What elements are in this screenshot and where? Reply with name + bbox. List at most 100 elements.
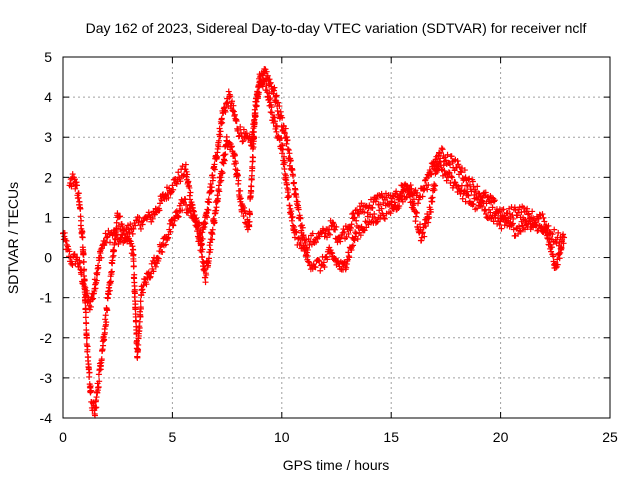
y-tick-label: 5 xyxy=(44,49,52,65)
data-point-trace xyxy=(209,226,216,233)
data-point-trace xyxy=(206,242,213,249)
data-point-trace xyxy=(218,177,225,184)
data-point-trace xyxy=(214,192,221,199)
data-point-trace xyxy=(520,204,527,211)
data-point-trace xyxy=(315,257,322,264)
data-point-trace xyxy=(537,225,544,232)
data-point-trace xyxy=(449,174,456,181)
data-point-trace xyxy=(215,195,222,202)
data-point-trace xyxy=(495,209,502,216)
data-point-trace xyxy=(107,278,114,285)
data-point-trace xyxy=(437,149,444,156)
data-point-trace xyxy=(190,208,197,215)
data-point-trace xyxy=(186,184,193,191)
data-point-trace xyxy=(465,192,472,199)
data-point xyxy=(313,234,320,241)
data-point-trace xyxy=(221,157,228,164)
data-point-trace xyxy=(179,207,186,214)
data-point-trace xyxy=(309,230,316,237)
data-point-trace xyxy=(148,260,155,267)
data-point-trace xyxy=(510,215,517,222)
ticks: 0 5 10 15 20 25 -4 -3 -2 -1 0 1 2 3 4 5 xyxy=(40,49,618,445)
data-point-trace xyxy=(190,215,197,222)
y-tick-label: -1 xyxy=(40,290,53,306)
data-point-trace xyxy=(159,248,166,255)
data-point-trace xyxy=(286,150,293,157)
data-point-trace xyxy=(286,193,293,200)
data-point-trace xyxy=(488,199,495,206)
data-point-trace xyxy=(248,183,255,190)
data-point-trace xyxy=(130,251,137,258)
data-point-trace xyxy=(199,246,206,253)
data-point-trace xyxy=(82,314,89,321)
data-point-trace xyxy=(447,161,454,168)
data-point-trace xyxy=(98,356,105,363)
data-point-trace xyxy=(95,264,102,271)
data-point-trace xyxy=(300,232,307,239)
data-point-trace xyxy=(211,161,218,168)
data-point-trace xyxy=(175,169,182,176)
data-point-trace xyxy=(226,139,233,146)
data-point-trace xyxy=(358,223,365,230)
data-point-trace xyxy=(237,129,244,136)
data-point-trace xyxy=(457,168,464,175)
x-axis-label: GPS time / hours xyxy=(283,457,390,473)
x-tick-label: 5 xyxy=(169,429,177,445)
data-point-trace xyxy=(80,259,87,266)
data-point-trace xyxy=(445,169,452,176)
data-point-trace xyxy=(470,201,477,208)
data-point-trace xyxy=(268,104,275,111)
data-point-trace xyxy=(92,404,99,411)
data-point-trace xyxy=(101,329,108,336)
data-point-trace xyxy=(201,219,208,226)
data-point-trace xyxy=(483,200,490,207)
data-point-trace xyxy=(426,214,433,221)
chart-title: Day 162 of 2023, Sidereal Day-to-day VTE… xyxy=(86,20,587,36)
data-point-trace xyxy=(419,229,426,236)
data-point-trace xyxy=(211,166,218,173)
data-point-trace xyxy=(371,210,378,217)
data-point-trace xyxy=(271,84,278,91)
data-point-trace xyxy=(527,220,534,227)
data-point xyxy=(519,222,526,229)
data-point-trace xyxy=(102,312,109,319)
data-point-trace xyxy=(255,95,262,102)
data-point-trace xyxy=(211,219,218,226)
data-point-trace xyxy=(246,218,253,225)
data-point-trace xyxy=(230,102,237,109)
data-point-trace xyxy=(312,239,319,246)
data-point-trace xyxy=(139,221,146,228)
data-point-trace xyxy=(302,240,309,247)
data-point-trace xyxy=(136,318,143,325)
data-point-trace xyxy=(267,95,274,102)
data-point-trace xyxy=(330,220,337,227)
data-point-trace xyxy=(186,205,193,212)
data-point-trace xyxy=(421,233,428,240)
data-point-trace xyxy=(285,146,292,153)
data-point-trace xyxy=(79,228,86,235)
data-point-trace xyxy=(274,108,281,115)
data-point-trace xyxy=(217,128,224,135)
data-point-trace xyxy=(419,193,426,200)
data-point-trace xyxy=(177,178,184,185)
data-point xyxy=(501,214,508,221)
data-point-trace xyxy=(326,231,333,238)
data-point-trace xyxy=(152,263,159,270)
data-point-trace xyxy=(198,241,205,248)
data-point-trace xyxy=(82,309,89,316)
data-point-trace xyxy=(474,183,481,190)
data-point-trace xyxy=(88,296,95,303)
data-point-trace xyxy=(509,221,516,228)
data-point-trace xyxy=(244,226,251,233)
data-point-trace xyxy=(67,180,74,187)
data-point-trace xyxy=(408,190,415,197)
data-point-trace xyxy=(355,209,362,216)
data-point xyxy=(79,234,86,241)
data-point-trace xyxy=(215,182,222,189)
data-point-trace xyxy=(502,218,509,225)
data-point-trace xyxy=(543,227,550,234)
data-point-trace xyxy=(285,147,292,154)
data-point-trace xyxy=(299,224,306,231)
data-point-trace xyxy=(469,178,476,185)
data-point xyxy=(116,238,123,245)
